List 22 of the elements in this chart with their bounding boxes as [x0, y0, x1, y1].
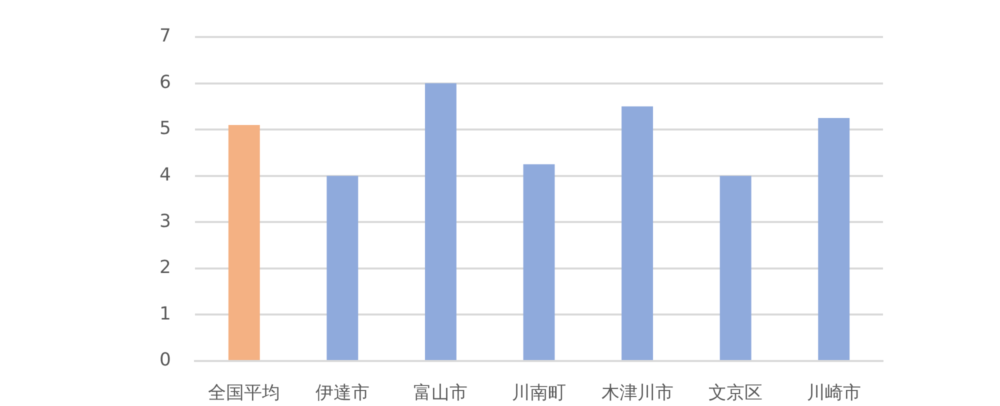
y-tick-label: 5 — [160, 118, 171, 140]
x-tick-label: 文京区 — [708, 382, 763, 404]
y-tick-label: 4 — [160, 164, 171, 186]
bar — [622, 106, 654, 360]
y-tick-label: 1 — [160, 303, 171, 324]
y-tick-label: 6 — [160, 72, 171, 93]
bar — [818, 118, 850, 360]
y-tick-label: 2 — [160, 257, 171, 278]
y-tick-label: 3 — [160, 210, 171, 232]
y-tick-label: 0 — [160, 350, 171, 371]
x-tick-label: 伊達市 — [315, 382, 370, 404]
bar — [424, 83, 456, 360]
y-tick-label: 7 — [160, 26, 171, 47]
bar — [523, 164, 555, 360]
bar — [326, 176, 358, 360]
bar — [720, 176, 752, 360]
bar — [228, 124, 260, 360]
x-tick-label: 富山市 — [414, 382, 468, 404]
x-tick-label: 全国平均 — [208, 382, 280, 404]
x-tick-label: 木津川市 — [601, 382, 674, 404]
x-tick-label: 川崎市 — [806, 382, 861, 404]
x-tick-label: 川南町 — [512, 382, 566, 404]
